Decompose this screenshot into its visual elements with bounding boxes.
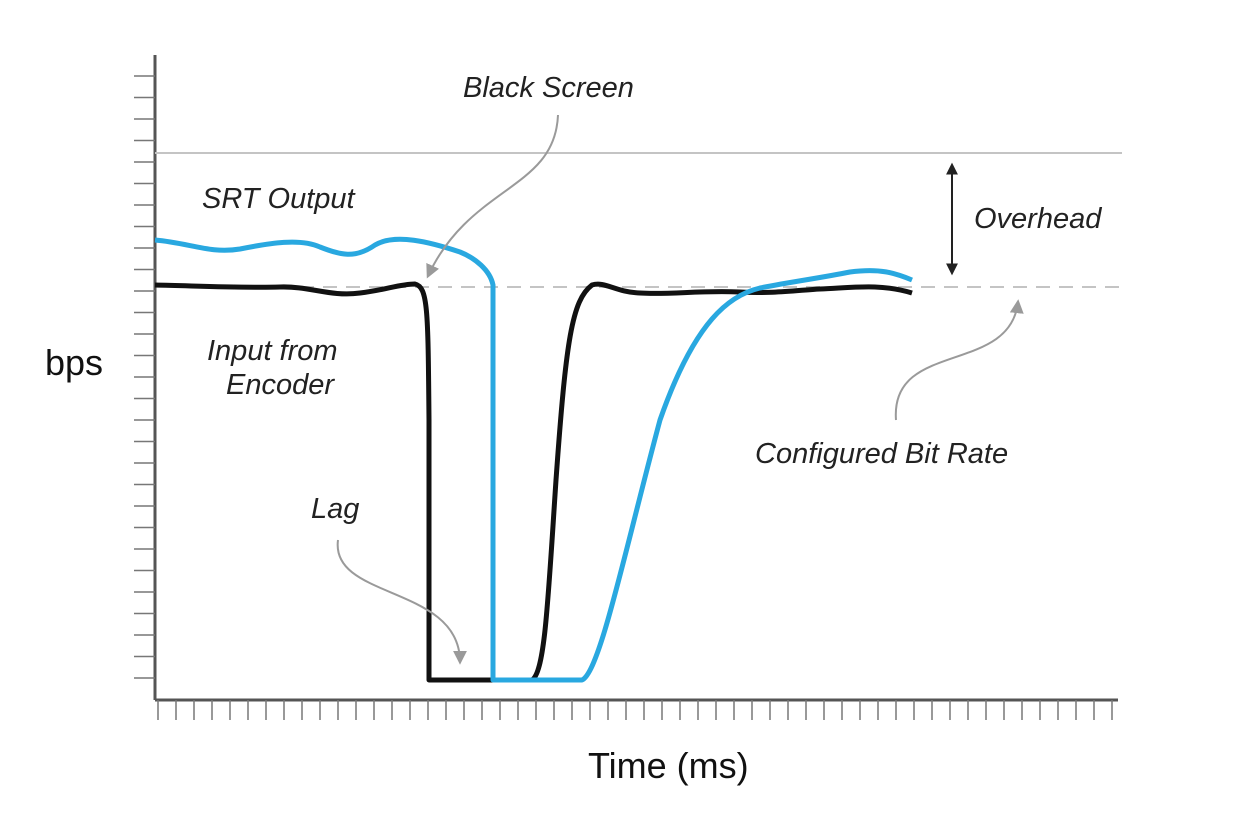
configured-bit-rate-label: Configured Bit Rate: [755, 438, 1008, 470]
y-axis-ticks: [134, 75, 155, 679]
y-axis-title: bps: [45, 342, 103, 383]
input-from-encoder-label-2: Encoder: [226, 369, 335, 401]
x-axis-title: Time (ms): [588, 745, 749, 786]
black-screen-label: Black Screen: [463, 72, 634, 104]
lag-arrow: [336, 539, 467, 665]
srt-output-line: [154, 236, 913, 683]
input-from-encoder-line: [154, 281, 913, 683]
srt-output-label: SRT Output: [202, 183, 357, 215]
input-from-encoder-label-1: Input from: [207, 335, 338, 367]
black-screen-arrow: [426, 114, 559, 279]
lag-label: Lag: [311, 493, 359, 525]
overhead-label: Overhead: [974, 203, 1102, 235]
configured-bit-rate-arrow: [894, 299, 1024, 421]
axes: [134, 55, 1118, 720]
x-axis-ticks: [157, 700, 1113, 720]
